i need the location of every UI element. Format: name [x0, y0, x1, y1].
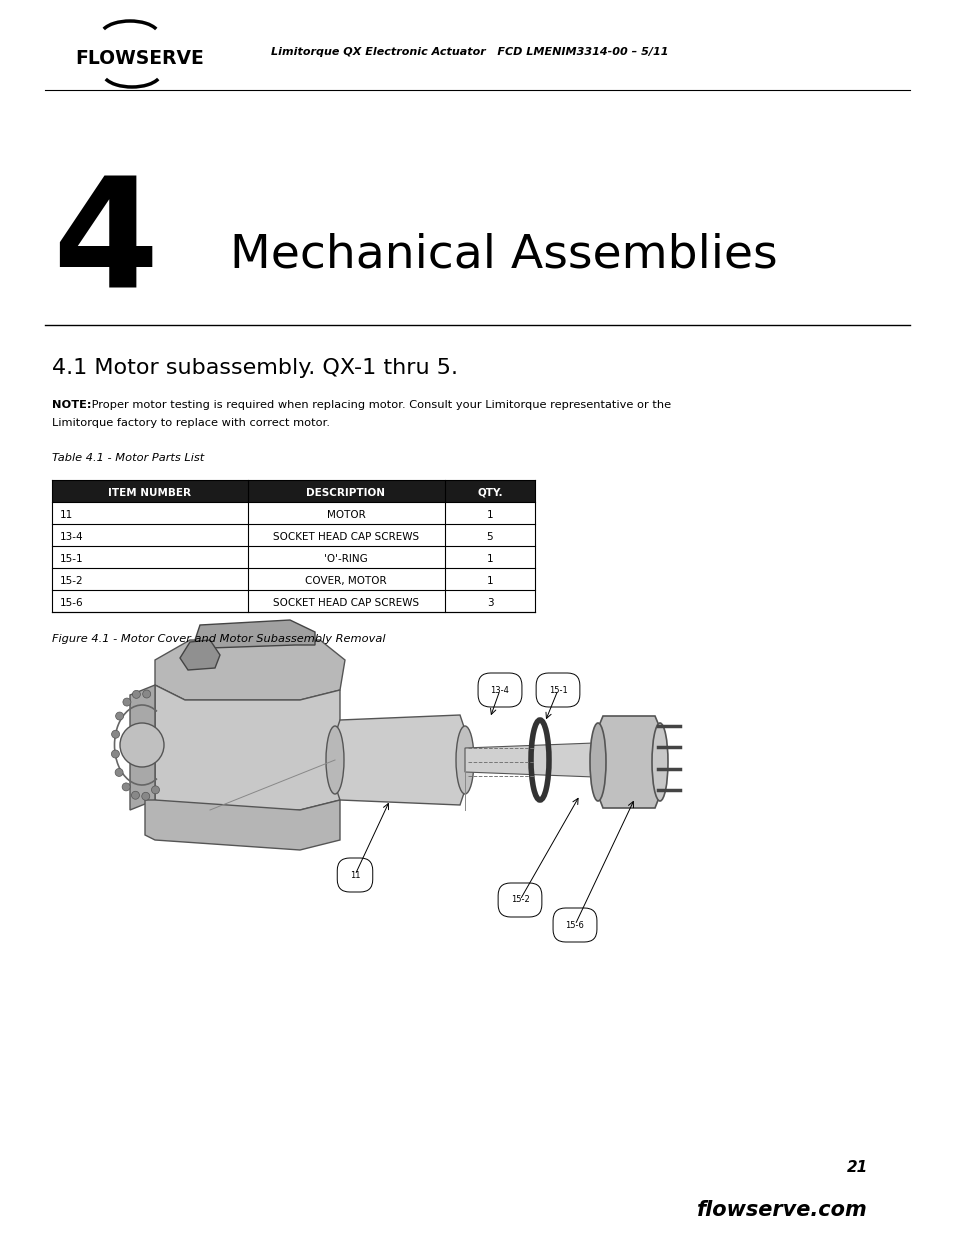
Text: 'O'-RING: 'O'-RING: [324, 555, 368, 564]
Text: 21: 21: [846, 1160, 867, 1174]
Text: 1: 1: [486, 576, 493, 585]
Text: ITEM NUMBER: ITEM NUMBER: [109, 488, 192, 498]
Ellipse shape: [112, 750, 119, 758]
Ellipse shape: [120, 722, 164, 767]
Text: 15-6: 15-6: [565, 920, 584, 930]
Ellipse shape: [132, 690, 140, 698]
Text: 4: 4: [51, 170, 158, 320]
Polygon shape: [130, 685, 154, 810]
Text: FLOWSERVE: FLOWSERVE: [75, 48, 204, 68]
Ellipse shape: [115, 768, 123, 777]
Polygon shape: [194, 620, 314, 648]
Text: 1: 1: [486, 555, 493, 564]
Text: QTY.: QTY.: [476, 488, 502, 498]
Ellipse shape: [143, 690, 151, 698]
Bar: [52, 590, 535, 613]
Polygon shape: [145, 800, 339, 850]
Text: Mechanical Assemblies: Mechanical Assemblies: [230, 232, 777, 278]
Ellipse shape: [112, 730, 119, 739]
Text: 15-2: 15-2: [60, 576, 84, 585]
Text: flowserve.com: flowserve.com: [697, 1200, 867, 1220]
Ellipse shape: [122, 783, 130, 790]
Ellipse shape: [589, 722, 605, 802]
Text: MOTOR: MOTOR: [326, 510, 365, 520]
Text: Proper motor testing is required when replacing motor. Consult your Limitorque r: Proper motor testing is required when re…: [88, 400, 670, 410]
Text: NOTE:: NOTE:: [52, 400, 91, 410]
Polygon shape: [598, 716, 659, 808]
Polygon shape: [154, 685, 339, 810]
Text: 4.1 Motor subassembly. QX-1 thru 5.: 4.1 Motor subassembly. QX-1 thru 5.: [52, 358, 457, 378]
Text: 15-2: 15-2: [510, 895, 529, 904]
Text: Limitorque factory to replace with correct motor.: Limitorque factory to replace with corre…: [52, 417, 330, 429]
Polygon shape: [154, 640, 345, 700]
Text: 13-4: 13-4: [60, 532, 84, 542]
Bar: [52, 524, 535, 546]
Text: SOCKET HEAD CAP SCREWS: SOCKET HEAD CAP SCREWS: [273, 532, 418, 542]
Text: 11: 11: [60, 510, 73, 520]
Text: 15-6: 15-6: [60, 598, 84, 608]
Text: Limitorque QX Electronic Actuator   FCD LMENIM3314-00 – 5/11: Limitorque QX Electronic Actuator FCD LM…: [271, 47, 668, 57]
Ellipse shape: [651, 722, 667, 802]
Text: 1: 1: [486, 510, 493, 520]
Polygon shape: [180, 640, 220, 671]
Text: 15-1: 15-1: [548, 685, 567, 694]
Ellipse shape: [142, 793, 150, 800]
Polygon shape: [464, 742, 621, 778]
Text: DESCRIPTION: DESCRIPTION: [306, 488, 385, 498]
Text: Figure 4.1 - Motor Cover and Motor Subassembly Removal: Figure 4.1 - Motor Cover and Motor Subas…: [52, 634, 385, 643]
Ellipse shape: [123, 698, 131, 706]
Text: 15-1: 15-1: [60, 555, 84, 564]
Ellipse shape: [115, 713, 124, 720]
Text: 11: 11: [350, 871, 360, 879]
Polygon shape: [335, 715, 464, 805]
Text: 3: 3: [486, 598, 493, 608]
Text: COVER, MOTOR: COVER, MOTOR: [305, 576, 386, 585]
Text: Table 4.1 - Motor Parts List: Table 4.1 - Motor Parts List: [52, 453, 204, 463]
Bar: [52, 568, 535, 590]
Text: 5: 5: [486, 532, 493, 542]
Ellipse shape: [132, 792, 139, 799]
Bar: [52, 480, 535, 501]
Text: 13-4: 13-4: [490, 685, 509, 694]
Bar: [52, 501, 535, 524]
Ellipse shape: [456, 726, 474, 794]
Bar: [52, 546, 535, 568]
Ellipse shape: [326, 726, 344, 794]
Ellipse shape: [152, 785, 159, 794]
Text: SOCKET HEAD CAP SCREWS: SOCKET HEAD CAP SCREWS: [273, 598, 418, 608]
